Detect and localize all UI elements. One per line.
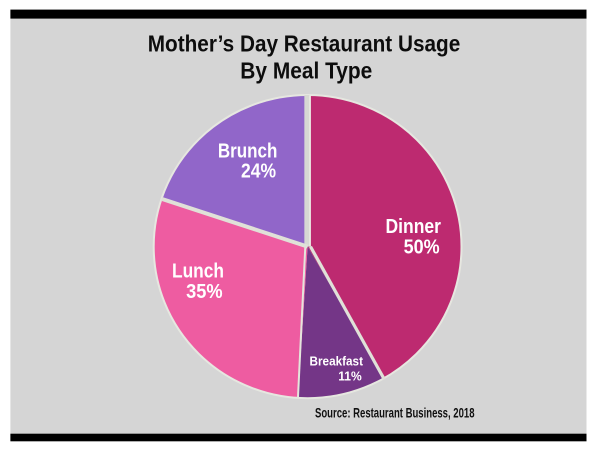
svg-text:Brunch: Brunch (218, 141, 278, 163)
svg-text:By Meal Type: By Meal Type (240, 57, 372, 83)
svg-text:35%: 35% (186, 281, 223, 303)
svg-text:50%: 50% (404, 237, 440, 259)
svg-text:Mother’s Day Restaurant Usage: Mother’s Day Restaurant Usage (148, 30, 461, 56)
svg-text:Dinner: Dinner (386, 216, 442, 238)
svg-text:Lunch: Lunch (172, 261, 224, 283)
svg-text:Source: Restaurant Business, 2: Source: Restaurant Business, 2018 (315, 405, 475, 421)
svg-text:11%: 11% (338, 368, 362, 383)
svg-text:24%: 24% (241, 160, 276, 182)
svg-text:Breakfast: Breakfast (310, 353, 364, 368)
